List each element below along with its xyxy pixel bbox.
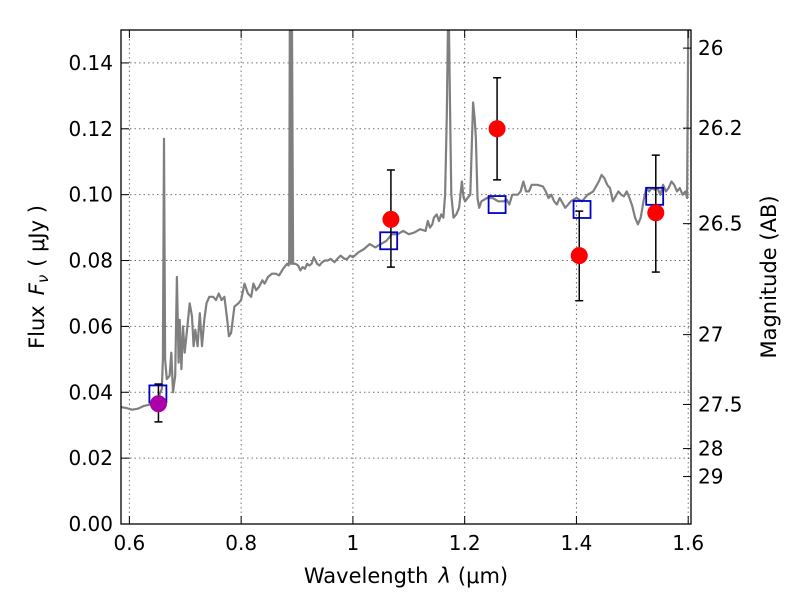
x-tick-label: 1.4 (561, 531, 593, 555)
model-square-marker (379, 231, 399, 251)
y2-tick-label: 28 (698, 437, 723, 461)
x-axis-label-text: Wavelength (304, 564, 429, 588)
y-axis-label-subscript: ν (34, 275, 52, 283)
x-axis-label: Wavelength λ (μm) (304, 564, 508, 588)
y-tick-label: 0.08 (68, 249, 113, 273)
flux-point-marker (647, 204, 665, 222)
x-axis-label-unit: (μm) (458, 564, 508, 588)
y-tick-label: 0.06 (68, 314, 113, 338)
x-tick-label: 1.2 (449, 531, 481, 555)
x-tick-label: 1.6 (672, 531, 704, 555)
flux-point-marker (570, 247, 588, 265)
y-tick-label: 0.02 (68, 446, 113, 470)
flux-point-marker (149, 395, 167, 413)
x-tick-label: 0.8 (225, 531, 257, 555)
model-square-marker (487, 195, 507, 214)
plot-frame (120, 29, 692, 525)
y2-tick-label: 29 (698, 465, 723, 489)
axis-ticks: 0.6 0.8 1 1.2 1.4 1.6 0.00 0.02 0.04 0.06 0.08 0.10… (68, 30, 743, 555)
y2-tick-label: 26.2 (698, 116, 743, 140)
spectrum-line (121, 30, 690, 411)
y-tick-label: 0.10 (68, 183, 113, 207)
spectrum-plot (121, 30, 690, 411)
flux-point-marker (382, 210, 400, 228)
flux-point-marker (488, 120, 506, 138)
y2-tick-label: 26.5 (698, 212, 743, 236)
y-tick-label: 0.00 (68, 512, 113, 536)
y2-axis-label: Magnitude (AB) (757, 195, 781, 358)
y2-tick-label: 26 (698, 36, 723, 60)
photometry-points (148, 77, 665, 423)
x-axis-label-symbol: λ (437, 564, 450, 588)
y-axis-label-text: Flux (25, 305, 49, 349)
model-square-marker (572, 200, 592, 219)
y-tick-label: 0.04 (68, 380, 113, 404)
y2-tick-label: 27 (698, 323, 723, 347)
y-axis-label-symbol: F (25, 282, 49, 295)
y2-tick-label: 27.5 (698, 392, 743, 416)
y-axis-label: Flux Fν ( μJy ) (25, 205, 52, 349)
x-tick-label: 1 (347, 531, 360, 555)
y-tick-label: 0.12 (68, 117, 113, 141)
y-tick-label: 0.14 (68, 51, 113, 75)
grid-lines (121, 30, 691, 524)
x-tick-label: 0.6 (113, 531, 145, 555)
y-axis-label-unit: ( μJy ) (25, 205, 49, 267)
